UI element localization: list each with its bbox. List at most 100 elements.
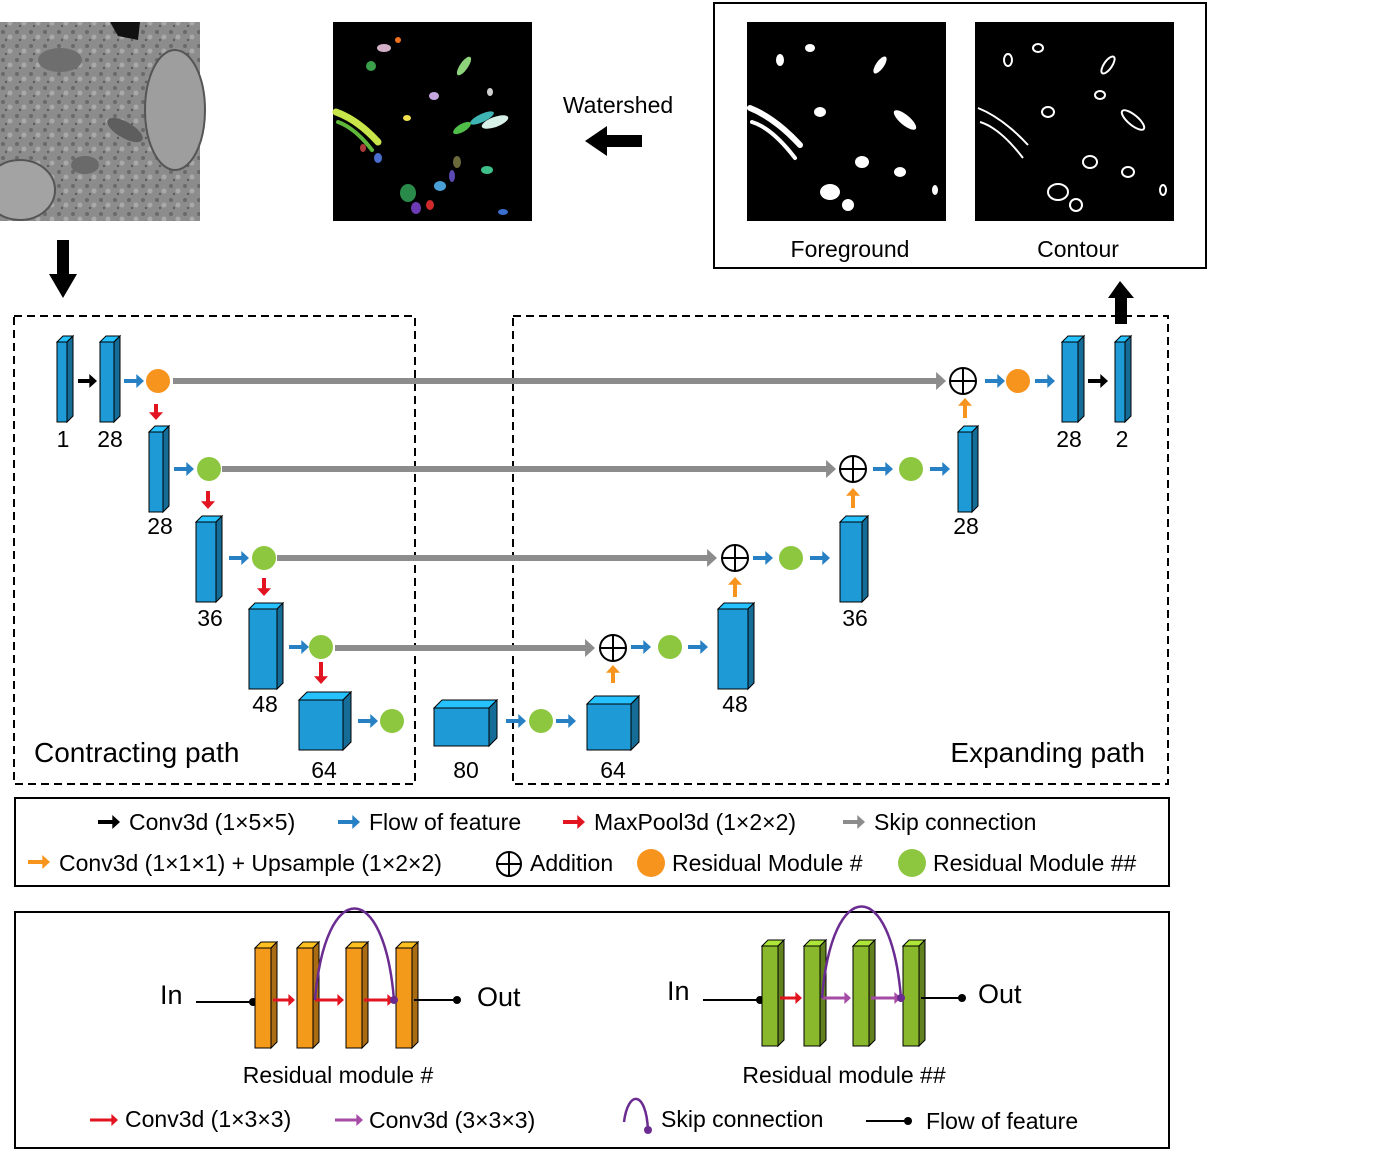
- res1-in-label: In: [160, 980, 183, 1010]
- legend-box: [14, 797, 1170, 887]
- residual-module-1-diagram-skip-arc: [313, 907, 396, 1001]
- flow-arrow-4: [289, 640, 309, 654]
- legend-addition: Addition: [530, 850, 613, 876]
- residual-module-2-diagram-conv-arrow-2: [822, 992, 851, 1004]
- residual-module-1-diagram-conv-arrow-1: [273, 994, 295, 1006]
- residual-module-2-dec2: [899, 457, 923, 481]
- res1-out-label: Out: [477, 982, 521, 1012]
- legend-upsample-arrow-icon: [28, 855, 50, 869]
- instance-segmentation-image: [332, 22, 532, 221]
- residual-module-2-dec3: [779, 546, 803, 570]
- residual-module-2-diagram-conv-block-1: [760, 938, 786, 1048]
- module-legend-conv333: Conv3d (3×3×3): [369, 1107, 535, 1133]
- prediction-panel: [713, 2, 1207, 269]
- residual-module-2-enc3: [252, 546, 276, 570]
- flow-arrow-6: [506, 714, 526, 728]
- module-legend-skip-arc-icon: [622, 1097, 650, 1131]
- maxpool-arrow-4: [314, 662, 328, 684]
- skip-connection-4: [335, 639, 595, 657]
- channel-label-in28: 28: [97, 426, 123, 452]
- residual-module-2-enc5: [380, 709, 404, 733]
- residual-module-1-dec: [1006, 369, 1030, 393]
- flow-arrow-1: [124, 374, 144, 388]
- residual-module-2-diagram-conv-block-3: [851, 938, 877, 1048]
- block-enc3: [194, 514, 224, 604]
- input-down-arrow: [49, 240, 77, 298]
- res1-caption: Residual module #: [243, 1062, 434, 1088]
- channel-label-dec3: 36: [842, 605, 868, 631]
- residual-module-2-diagram-skip-arc: [820, 905, 903, 999]
- residual-module-1-diagram-conv-arrow-2: [315, 994, 344, 1006]
- res2-out-label: Out: [978, 979, 1022, 1009]
- upsample-arrow-1: [606, 665, 620, 683]
- block-dec4: [716, 601, 756, 691]
- skip-connection-3: [277, 549, 717, 567]
- residual-module-2-enc4: [309, 635, 333, 659]
- flow-arrow-11: [810, 551, 830, 565]
- maxpool-arrow-1: [149, 404, 163, 420]
- flow-arrow-3: [229, 551, 249, 565]
- block-dec5: [585, 694, 641, 752]
- upsample-arrow-2: [728, 577, 742, 597]
- residual-module-1-diagram-conv-block-1: [253, 940, 279, 1050]
- channel-label-dec5: 64: [600, 757, 626, 783]
- expanding-path-box: [512, 315, 1169, 785]
- legend-conv3d-arrow-icon: [98, 815, 120, 829]
- flow-arrow-13: [930, 462, 950, 476]
- channel-label-dec4: 48: [722, 691, 748, 717]
- residual-module-2-diagram-conv-arrow-1: [780, 992, 802, 1004]
- block-in-1: [55, 334, 75, 424]
- residual-module-2-enc2: [197, 457, 221, 481]
- addition-node-1: [949, 367, 977, 395]
- channel-label-enc3: 36: [197, 605, 223, 631]
- modules-box: [14, 911, 1170, 1149]
- residual-module-2-diagram: [703, 905, 966, 1048]
- flow-arrow-5: [358, 714, 378, 728]
- flow-arrow-9: [688, 640, 708, 654]
- addition-node-3: [721, 544, 749, 572]
- residual-module-1-diagram: [196, 907, 461, 1050]
- contracting-path-box: [13, 315, 416, 785]
- flow-arrow-10: [753, 551, 773, 565]
- legend-maxpool: MaxPool3d (1×2×2): [594, 809, 796, 835]
- legend-res1-icon: [637, 849, 665, 877]
- skip-connection-1: [173, 372, 946, 390]
- block-out-28: [1060, 334, 1086, 424]
- legend-skip-arrow-icon: [843, 815, 865, 829]
- expanding-path-label: Expanding path: [950, 737, 1145, 768]
- channel-label-dec2: 28: [953, 513, 979, 539]
- module-legend-skip: Skip connection: [661, 1106, 823, 1132]
- channel-label-in1: 1: [57, 426, 70, 452]
- block-out-2: [1113, 334, 1133, 424]
- block-28-a: [98, 334, 122, 424]
- channel-label-enc4: 48: [252, 691, 278, 717]
- flow-arrow-7: [556, 714, 576, 728]
- channel-label-out2: 2: [1116, 426, 1129, 452]
- upsample-arrow-4: [958, 398, 972, 418]
- skip-connection-2: [222, 460, 836, 478]
- residual-module-1-diagram-conv-block-3: [344, 940, 370, 1050]
- residual-module-2-bottleneck: [529, 709, 553, 733]
- flow-arrow-2: [174, 462, 194, 476]
- contour-image: [975, 22, 1174, 221]
- flow-arrow-15: [1035, 374, 1055, 388]
- residual-module-1-diagram-conv-block-4: [394, 940, 420, 1050]
- legend-upsample: Conv3d (1×1×1) + Upsample (1×2×2): [59, 850, 442, 876]
- maxpool-arrow-2: [201, 491, 215, 509]
- module-legend-skip-dot-icon: [644, 1126, 652, 1134]
- block-enc2: [147, 424, 171, 514]
- conv-arrow-out: [1088, 374, 1108, 388]
- module-legend-conv133: Conv3d (1×3×3): [125, 1106, 291, 1132]
- flow-arrow-12: [873, 462, 893, 476]
- res2-in-label: In: [667, 976, 690, 1006]
- em-input-image: [0, 22, 206, 221]
- foreground-image: [747, 22, 946, 221]
- legend-addition-icon: [496, 851, 522, 877]
- watershed-arrow: [585, 126, 642, 156]
- channel-label-enc5: 64: [311, 757, 337, 783]
- residual-module-2-dec4: [658, 635, 682, 659]
- block-dec2: [956, 424, 980, 514]
- block-dec3: [838, 514, 870, 604]
- residual-module-2-diagram-conv-block-4: [901, 938, 927, 1048]
